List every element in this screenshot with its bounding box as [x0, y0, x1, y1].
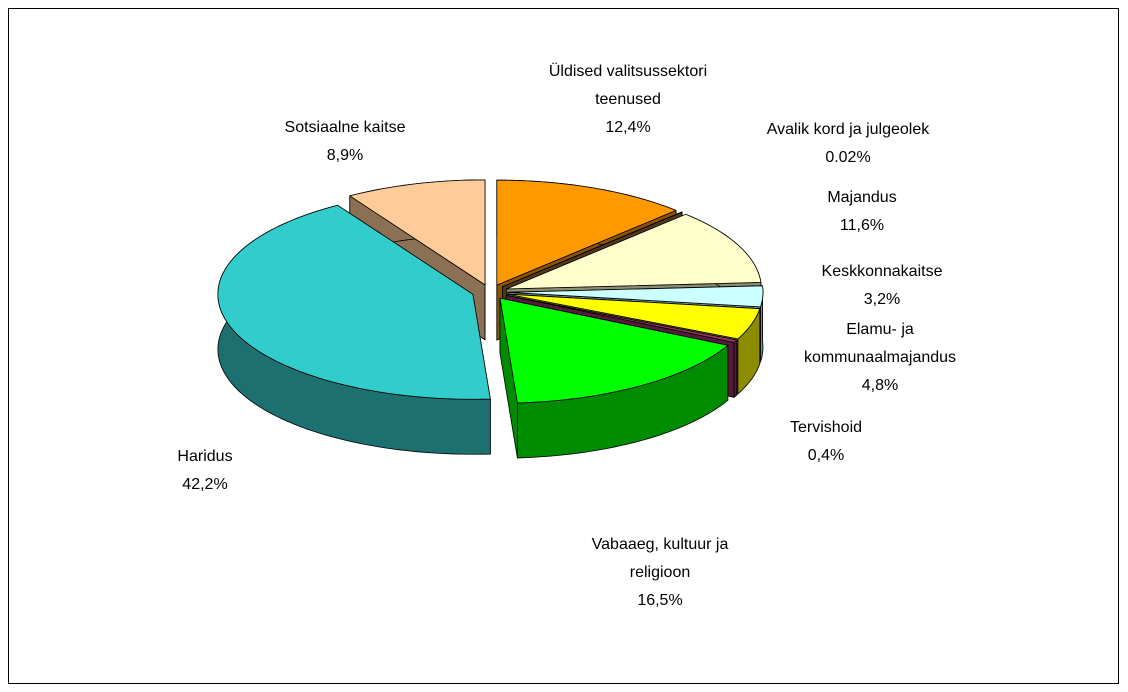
slice-value: 3,2% — [863, 291, 901, 308]
slice-value: 0.02% — [825, 149, 871, 166]
slice — [496, 179, 677, 286]
slice-name: Majandus — [827, 189, 897, 206]
chart-frame — [8, 8, 1119, 684]
slice-value: 12,4% — [605, 119, 651, 136]
slice — [502, 211, 683, 288]
slice-value: 8,9% — [326, 147, 364, 164]
slice-label: Keskkonnakaitse 3,2% — [822, 258, 943, 314]
slice — [349, 179, 486, 286]
slice-label: Üldised valitsussektori teenused 12,4% — [533, 58, 723, 142]
slice-label: Sotsiaalne kaitse 8,9% — [285, 114, 406, 170]
slice-label: Avalik kord ja julgeolek 0.02% — [767, 116, 929, 172]
slice — [505, 294, 738, 343]
slice-label: Elamu- ja kommunaalmajandus 4,8% — [793, 316, 968, 400]
slice-name: Sotsiaalne kaitse — [284, 119, 406, 136]
slice-label: Tervishoid 0,4% — [790, 414, 862, 470]
slice-value: 4,8% — [861, 377, 899, 394]
slice-value: 42,2% — [182, 476, 228, 493]
slice-name: Tervishoid — [789, 419, 863, 436]
slice-wall — [733, 339, 738, 398]
slice-name: Vabaaeg, kultuur ja religioon — [591, 536, 729, 581]
slice-label: Vabaaeg, kultuur ja religioon 16,5% — [575, 531, 745, 615]
slice — [505, 213, 762, 290]
slice-value: 11,6% — [839, 217, 885, 234]
slice — [217, 204, 491, 400]
slice — [499, 297, 729, 404]
slice-value: 16,5% — [637, 592, 683, 609]
slice-name: Keskkonnakaitse — [821, 263, 943, 280]
slice-label: Majandus 11,6% — [827, 184, 896, 240]
slice-name: Haridus — [177, 448, 233, 465]
slice — [506, 293, 761, 340]
slice-name: Üldised valitsussektori teenused — [548, 63, 708, 108]
slice-value: 0,4% — [807, 447, 845, 464]
slice-name: Avalik kord ja julgeolek — [766, 121, 930, 138]
slice — [507, 285, 764, 308]
slice-label: Haridus 42,2% — [177, 443, 232, 499]
slice-name: Elamu- ja kommunaalmajandus — [803, 321, 957, 366]
